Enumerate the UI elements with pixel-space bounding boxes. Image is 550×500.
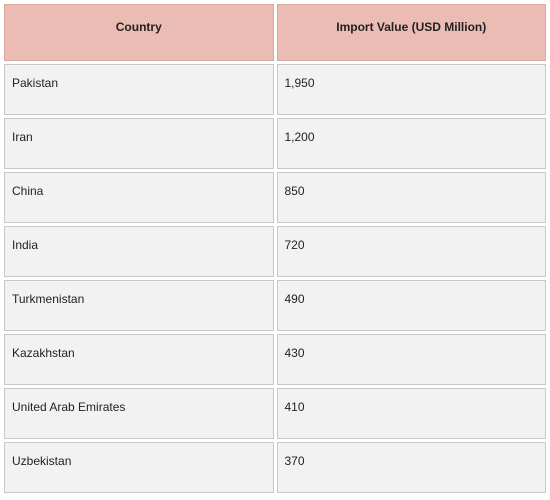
table-head: Country Import Value (USD Million) xyxy=(4,4,546,61)
table-row: United Arab Emirates 410 xyxy=(4,388,546,439)
table-row: Kazakhstan 430 xyxy=(4,334,546,385)
country-cell: India xyxy=(4,226,274,277)
header-row: Country Import Value (USD Million) xyxy=(4,4,546,61)
country-cell: China xyxy=(4,172,274,223)
value-cell: 370 xyxy=(276,442,546,493)
value-cell: 490 xyxy=(276,280,546,331)
value-cell: 850 xyxy=(276,172,546,223)
table-row: Pakistan 1,950 xyxy=(4,64,546,115)
country-cell: Kazakhstan xyxy=(4,334,274,385)
country-cell: Pakistan xyxy=(4,64,274,115)
table-body: Pakistan 1,950 Iran 1,200 China 850 India 720 Tu… xyxy=(4,64,546,493)
country-cell: Turkmenistan xyxy=(4,280,274,331)
header-cell: Import Value (USD Million) xyxy=(276,4,546,61)
value-cell: 1,950 xyxy=(276,64,546,115)
country-cell: Uzbekistan xyxy=(4,442,274,493)
value-cell: 720 xyxy=(276,226,546,277)
table-row: Turkmenistan 490 xyxy=(4,280,546,331)
value-cell: 430 xyxy=(276,334,546,385)
value-cell: 410 xyxy=(276,388,546,439)
value-cell: 1,200 xyxy=(276,118,546,169)
country-cell: Iran xyxy=(4,118,274,169)
table-row: Uzbekistan 370 xyxy=(4,442,546,493)
table-row: Iran 1,200 xyxy=(4,118,546,169)
table-row: China 850 xyxy=(4,172,546,223)
table-row: India 720 xyxy=(4,226,546,277)
country-cell: United Arab Emirates xyxy=(4,388,274,439)
header-cell: Country xyxy=(4,4,274,61)
